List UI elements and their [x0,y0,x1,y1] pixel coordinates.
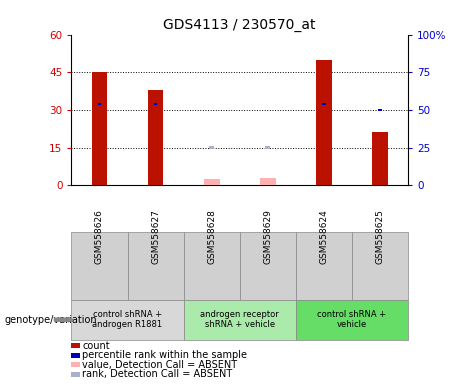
Title: GDS4113 / 230570_at: GDS4113 / 230570_at [164,18,316,32]
Text: GSM558624: GSM558624 [319,209,328,264]
Text: GSM558626: GSM558626 [95,209,104,264]
Bar [378,109,382,111]
Bar [260,178,276,185]
Text: genotype/variation: genotype/variation [5,314,97,325]
Bar [92,72,107,185]
Bar [204,179,219,185]
Bar [98,103,101,105]
Text: GSM558625: GSM558625 [375,209,384,264]
Bar [154,103,157,105]
Text: rank, Detection Call = ABSENT: rank, Detection Call = ABSENT [82,369,232,379]
Text: value, Detection Call = ABSENT: value, Detection Call = ABSENT [82,360,237,370]
Text: percentile rank within the sample: percentile rank within the sample [82,350,247,360]
Text: count: count [82,341,110,351]
Bar [322,103,325,105]
Bar [265,146,270,149]
Text: control shRNA +
vehicle: control shRNA + vehicle [317,310,386,329]
Text: GSM558627: GSM558627 [151,209,160,264]
Bar [372,132,388,185]
Bar [148,90,164,185]
Text: GSM558628: GSM558628 [207,209,216,264]
Text: control shRNA +
androgen R1881: control shRNA + androgen R1881 [93,310,163,329]
Bar [209,146,214,149]
Text: androgen receptor
shRNA + vehicle: androgen receptor shRNA + vehicle [201,310,279,329]
Bar [316,60,332,185]
Text: GSM558629: GSM558629 [263,209,272,264]
